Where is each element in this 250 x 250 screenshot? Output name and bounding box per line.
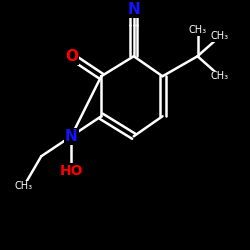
Text: CH₃: CH₃ xyxy=(15,181,33,191)
Text: N: N xyxy=(128,2,140,18)
Text: CH₃: CH₃ xyxy=(211,31,229,41)
Text: CH₃: CH₃ xyxy=(211,71,229,81)
Text: HO: HO xyxy=(60,164,83,178)
Text: O: O xyxy=(65,49,78,64)
Text: CH₃: CH₃ xyxy=(188,25,206,35)
Text: N: N xyxy=(65,129,78,144)
